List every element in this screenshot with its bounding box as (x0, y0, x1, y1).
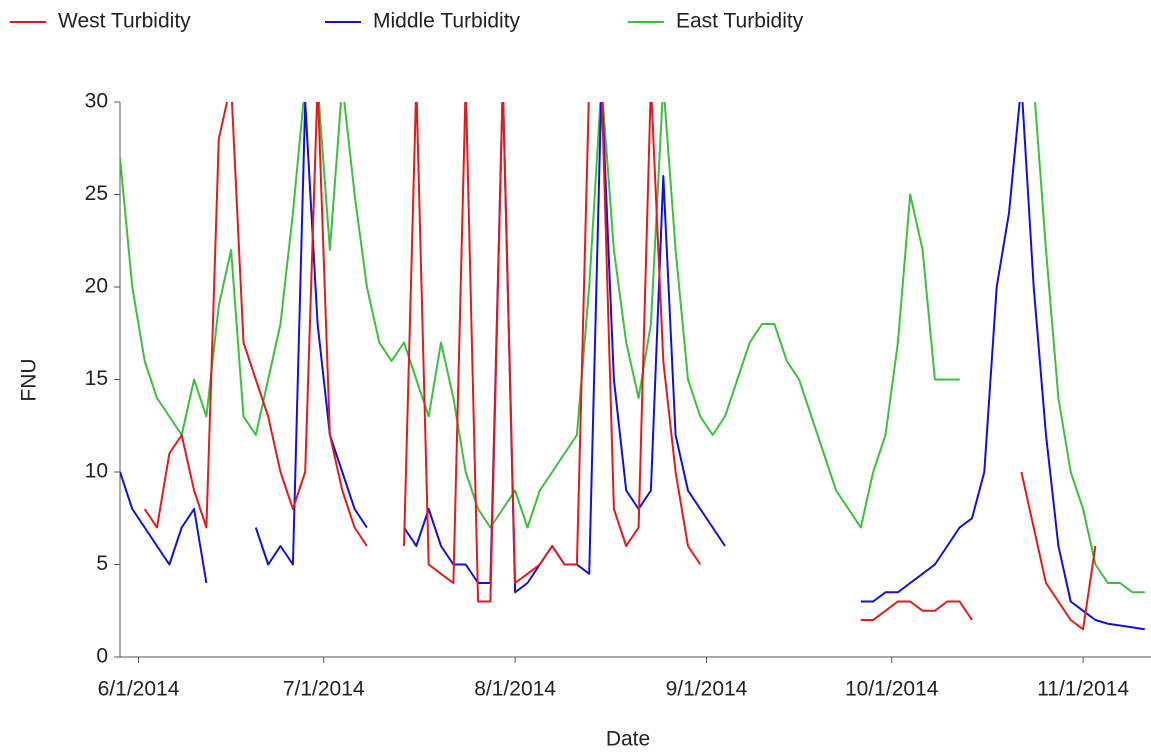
y-tick-label: 10 (85, 460, 108, 483)
legend-label: Middle Turbidity (373, 10, 521, 33)
series-line (1034, 102, 1145, 594)
series-line (860, 600, 973, 621)
series-line (403, 102, 702, 603)
legend-label: West Turbidity (58, 10, 191, 33)
x-tick-label: 8/1/2014 (474, 678, 556, 701)
x-tick-label: 9/1/2014 (666, 678, 748, 701)
series-line (1020, 471, 1097, 631)
series-line (403, 102, 726, 594)
y-tick-label: 0 (96, 645, 108, 668)
series-line (120, 102, 960, 529)
y-tick-label: 15 (85, 367, 108, 390)
plot-area (120, 102, 1145, 631)
x-tick-label: 7/1/2014 (283, 678, 365, 701)
x-tick-label: 10/1/2014 (845, 678, 939, 701)
y-tick-label: 30 (85, 90, 108, 113)
x-axis-label: Date (606, 728, 650, 751)
y-axis-label: FNU (18, 358, 41, 401)
x-tick-label: 6/1/2014 (98, 678, 180, 701)
x-tick-label: 11/1/2014 (1037, 678, 1129, 701)
series-line (120, 471, 208, 584)
legend-label: East Turbidity (676, 10, 804, 33)
y-tick-label: 5 (96, 552, 108, 575)
series-line (860, 102, 1145, 631)
y-tick-label: 20 (85, 275, 108, 298)
series-line (254, 102, 368, 566)
series-line (143, 102, 368, 547)
y-tick-label: 25 (85, 182, 108, 205)
